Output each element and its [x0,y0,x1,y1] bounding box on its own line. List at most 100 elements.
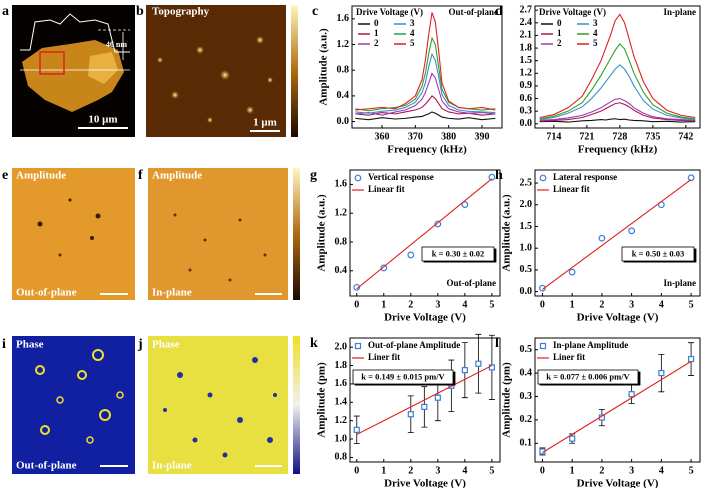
x-tick-label: 0 [540,299,545,310]
y-tick-label: 1.8 [335,360,348,371]
marker [407,411,414,418]
legend-label: 2 [374,38,379,48]
x-tick-label: 735 [645,131,660,142]
image-text: 46 nm [106,40,127,49]
annotation-box [621,246,695,262]
y-tick-label: 1.2 [335,207,348,218]
x-tick-label: 5 [489,299,494,310]
legend-label: Linear fit [553,184,590,194]
panel-letter: c [312,4,318,19]
panel-letter: i [2,337,6,352]
plot-frame [534,169,701,297]
y-tick-label: 0.4 [337,90,350,101]
x-tick-label: 4 [462,465,467,476]
x-tick-label: 3 [629,299,634,310]
annotation: k = 0.50 ± 0.03 [632,248,685,258]
marker [687,355,695,363]
panel-letter: l [495,336,499,351]
y-tick-label: 1.2 [520,68,533,79]
x-tick-label: 1 [381,299,386,310]
image-f [148,168,300,300]
x-axis-label: Drive Voltage (V) [577,312,659,324]
legend-label: Vertical response [368,172,434,182]
fit-line [542,179,692,290]
image-b [146,5,298,137]
panel-letter: d [495,4,503,19]
marker [658,369,665,377]
image-text: Out-of-plane [16,460,77,472]
panel-letter: f [138,168,143,183]
series-line [355,72,496,116]
y-tick-label: 0.9 [520,80,533,91]
x-tick-label: 742 [678,131,693,142]
legend-title: Drive Voltage (V) [356,7,423,17]
series-line [539,13,696,119]
y-tick-label: 0.0 [520,118,533,129]
marker [421,403,428,410]
legend-label: Linear fit [368,184,405,194]
series-line [539,64,696,121]
y-tick-label: 1.6 [335,179,348,190]
x-tick-label: 714 [546,131,561,142]
y-tick-label: 2.0 [520,199,533,210]
legend-label: 1 [374,28,379,38]
fit-line [542,360,692,454]
plot-frame [349,169,501,297]
annotation: k = 0.077 ± 0.006 pm/V [546,371,630,381]
y-tick-label: 0.3 [520,391,533,402]
y-tick-label: 1.5 [520,55,533,66]
image-text: Phase [152,339,180,351]
x-tick-label: 721 [579,131,594,142]
series-line [539,97,696,121]
panel-letter: g [310,168,317,183]
y-tick-label: 0.2 [520,414,533,425]
legend-label: Liner fit [368,352,400,362]
legend-label: In-plane Amplitude [553,340,628,350]
x-axis-label: Frequency (kHz) [387,144,467,156]
x-tick-label: 4 [462,299,467,310]
legend-label: 3 [410,18,415,28]
series-line [539,118,696,123]
panel-letter: k [310,336,318,351]
x-axis-label: Drive Voltage (V) [384,478,466,488]
x-tick-label: 0 [354,465,359,476]
image-j [148,336,300,474]
marker [628,227,636,235]
y-tick-label: 0.5 [520,344,533,355]
image-text: In-plane [152,287,192,299]
y-tick-label: 1.2 [337,39,350,50]
x-axis-label: Frequency (kHz) [578,144,658,156]
x-tick-label: 4 [659,299,664,310]
marker [434,220,442,228]
x-tick-label: 1 [381,465,386,476]
annotation: k = 0.30 ± 0.02 [432,248,485,258]
image-i [12,336,135,474]
legend-swatch [354,174,362,182]
corner-label: Out-of-plane [447,278,497,288]
image-text: Out-of-plane [16,287,77,299]
y-axis-label: Amplitude (pm) [316,362,328,438]
y-tick-label: 0.8 [335,236,348,247]
legend-label: Lateral response [553,172,617,182]
x-tick-label: 4 [659,465,664,476]
legend-swatch [539,342,547,350]
legend-label: Liner fit [553,352,585,362]
x-tick-label: 0 [354,299,359,310]
marker [598,234,606,242]
marker [539,284,546,292]
fit-line [356,178,493,290]
corner-label: Out-of-plane [449,7,499,17]
panel-letter: a [2,4,9,19]
image-text: 1 μm [253,117,277,129]
plot-frame [349,337,501,463]
marker [353,283,361,291]
plot-frame [351,5,503,129]
panel-letter: e [2,168,8,183]
y-tick-label: 0.4 [335,265,348,276]
legend-label: 4 [410,28,415,38]
x-axis-label: Drive Voltage (V) [384,312,466,324]
legend-label: 1 [557,28,562,38]
legend-label: 4 [593,28,598,38]
plot-frame [534,5,701,129]
x-tick-label: 5 [489,465,494,476]
